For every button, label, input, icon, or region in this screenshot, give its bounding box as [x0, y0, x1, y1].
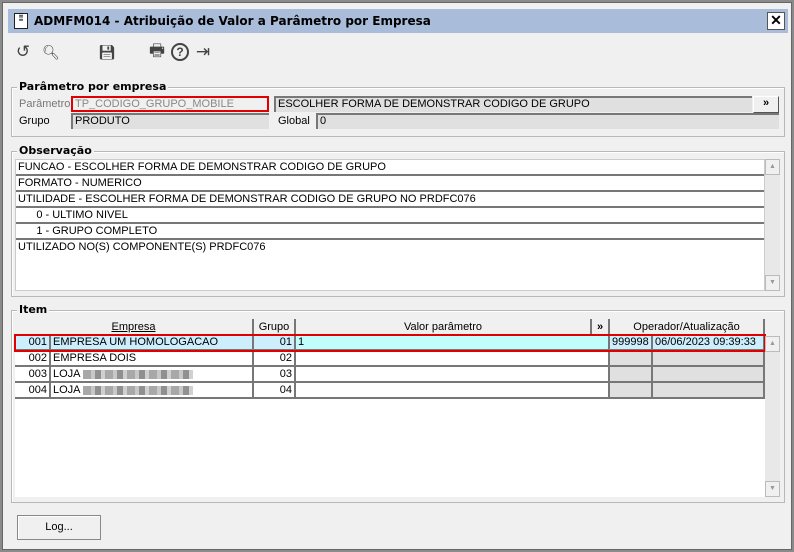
header-empresa[interactable]: Empresa — [15, 319, 254, 335]
row-data: 06/06/2023 09:39:33 — [653, 335, 765, 351]
global-label: Global — [278, 115, 310, 127]
row-valor-input[interactable] — [296, 367, 610, 383]
save-icon[interactable]: 💾︎ — [98, 43, 116, 60]
log-button[interactable]: Log... — [17, 515, 101, 540]
row-valor-input[interactable] — [296, 383, 610, 399]
param-group-legend: Parâmetro por empresa — [17, 80, 169, 93]
row-num: 001 — [15, 335, 51, 351]
row-num: 002 — [15, 351, 51, 367]
row-grupo: 04 — [254, 383, 296, 399]
observacao-scrollbar[interactable]: ▲ ▼ — [765, 159, 780, 291]
row-operador: 999998 — [610, 335, 653, 351]
row-grupo: 01 — [254, 335, 296, 351]
row-empresa: LOJA — [51, 367, 254, 383]
header-operador[interactable]: Operador/Atualização — [610, 319, 765, 335]
redacted-text — [82, 369, 193, 379]
row-operador — [610, 351, 653, 367]
observacao-line: 1 - GRUPO COMPLETO — [16, 224, 764, 240]
descricao-field: ESCOLHER FORMA DE DEMONSTRAR CODIGO DE G… — [274, 96, 752, 112]
close-button[interactable]: ✕ — [767, 12, 785, 30]
table-row[interactable]: 002 EMPRESA DOIS 02 — [15, 351, 765, 367]
row-num: 003 — [15, 367, 51, 383]
row-operador — [610, 367, 653, 383]
global-field: 0 — [316, 113, 779, 129]
table-row[interactable]: 004 LOJA 04 — [15, 383, 765, 399]
row-data — [653, 383, 765, 399]
observacao-line: UTILIDADE - ESCOLHER FORMA DE DEMONSTRAR… — [16, 192, 764, 208]
expand-param-button[interactable]: » — [753, 96, 779, 113]
item-grid: Empresa Grupo Valor parâmetro » Operador… — [14, 319, 766, 399]
row-valor-input[interactable]: 1 — [296, 335, 610, 351]
grid-header: Empresa Grupo Valor parâmetro » Operador… — [15, 319, 765, 335]
observacao-legend: Observação — [17, 144, 94, 157]
title-bar: ≡ ≡ ADMFM014 - Atribuição de Valor a Parâ… — [8, 9, 788, 33]
observacao-line: FORMATO - NUMERICO — [16, 176, 764, 192]
table-row[interactable]: 001 EMPRESA UM HOMOLOGACAO 01 1 999998 0… — [14, 334, 766, 352]
table-row[interactable]: 003 LOJA 03 — [15, 367, 765, 383]
scroll-down-icon[interactable]: ▼ — [765, 275, 780, 291]
toolbar: ↺ 🔍︎ 💾︎ 🖶 ? ⇥ — [9, 39, 217, 65]
row-data — [653, 367, 765, 383]
header-valor[interactable]: Valor parâmetro — [296, 319, 592, 335]
row-data — [653, 351, 765, 367]
row-empresa: EMPRESA UM HOMOLOGACAO — [51, 335, 254, 351]
item-legend: Item — [17, 303, 50, 316]
item-scrollbar[interactable]: ▲ ▼ — [765, 336, 780, 497]
grupo-field: PRODUTO — [71, 113, 269, 129]
row-valor-input[interactable] — [296, 351, 610, 367]
observacao-line: 0 - ULTIMO NIVEL — [16, 208, 764, 224]
row-num: 004 — [15, 383, 51, 399]
row-grupo: 03 — [254, 367, 296, 383]
header-empresa-label: Empresa — [111, 321, 156, 333]
header-expand-button[interactable]: » — [592, 319, 610, 335]
observacao-line: FUNCAO - ESCOLHER FORMA DE DEMONSTRAR CO… — [16, 160, 764, 176]
parametro-input[interactable]: TP_CODIGO_GRUPO_MOBILE — [71, 96, 269, 112]
help-icon[interactable]: ? — [171, 43, 189, 61]
search-icon[interactable]: 🔍︎ — [42, 43, 60, 60]
param-group: Parâmetro por empresa — [11, 80, 785, 137]
window-title: ADMFM014 - Atribuição de Valor a Parâmet… — [34, 14, 431, 28]
document-icon: ≡ ≡ — [14, 12, 28, 29]
scroll-up-icon[interactable]: ▲ — [765, 159, 780, 175]
row-grupo: 02 — [254, 351, 296, 367]
grupo-label: Grupo — [19, 115, 50, 127]
observacao-list[interactable]: FUNCAO - ESCOLHER FORMA DE DEMONSTRAR CO… — [15, 159, 765, 291]
exit-icon[interactable]: ⇥ — [195, 42, 211, 61]
observacao-group: Observação — [11, 144, 785, 297]
row-operador — [610, 383, 653, 399]
row-empresa: LOJA — [51, 383, 254, 399]
row-empresa-text: LOJA — [53, 384, 80, 396]
observacao-line: UTILIZADO NO(S) COMPONENTE(S) PRDFC076 — [18, 241, 266, 253]
print-icon[interactable]: 🖶 — [148, 40, 166, 60]
parametro-label: Parâmetro — [19, 98, 71, 110]
redacted-text — [82, 385, 193, 395]
scroll-up-icon[interactable]: ▲ — [765, 336, 780, 352]
header-grupo[interactable]: Grupo — [254, 319, 296, 335]
row-empresa: EMPRESA DOIS — [51, 351, 254, 367]
scroll-down-icon[interactable]: ▼ — [765, 481, 780, 497]
row-empresa-text: LOJA — [53, 368, 80, 380]
item-group: Item — [11, 303, 785, 503]
undo-icon[interactable]: ↺ — [15, 42, 31, 61]
